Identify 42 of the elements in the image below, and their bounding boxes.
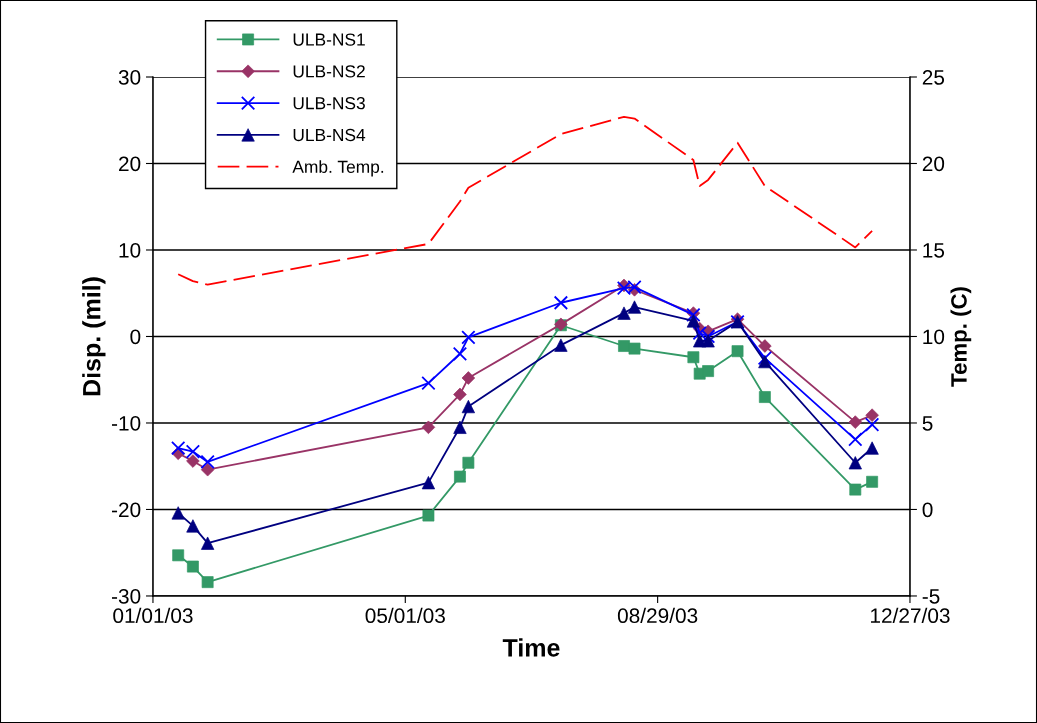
point bbox=[454, 470, 466, 483]
x-tick-label: 12/27/03 bbox=[871, 607, 950, 624]
point bbox=[864, 417, 880, 432]
y-tick-label: -10 bbox=[111, 415, 141, 431]
point bbox=[758, 391, 771, 403]
y2-tick-label: 20 bbox=[922, 156, 945, 172]
y2-tick-label: 5 bbox=[922, 416, 933, 431]
legend-label: ULB-NS3 bbox=[293, 97, 365, 110]
line-series bbox=[177, 115, 874, 286]
y-tick-label: 20 bbox=[119, 156, 141, 172]
y-axis-title: Disp. (mil) bbox=[82, 277, 106, 396]
point bbox=[757, 350, 773, 366]
y2-tick-label: 0 bbox=[922, 502, 933, 518]
x-axis-title: Time bbox=[502, 638, 560, 657]
y2-tick-label: 25 bbox=[922, 70, 945, 85]
point bbox=[421, 376, 436, 391]
point bbox=[461, 330, 476, 345]
y2-tick-label: 15 bbox=[923, 243, 945, 258]
y2-tick-label: 10 bbox=[923, 329, 945, 345]
x-tick-label: 08/29/03 bbox=[617, 607, 698, 624]
x-tick-label: 05/01/03 bbox=[365, 607, 445, 624]
x-tick-label: 01/01/03 bbox=[113, 607, 193, 624]
legend-label: ULB-NS2 bbox=[293, 65, 365, 78]
y-tick-label: -20 bbox=[111, 502, 141, 518]
legend-label: ULB-NS4 bbox=[293, 128, 366, 142]
y2-axis-title: Temp. (C) bbox=[950, 287, 972, 387]
point bbox=[553, 295, 569, 310]
y-tick-label: 0 bbox=[130, 329, 141, 345]
point bbox=[700, 329, 716, 344]
y-tick-label: 10 bbox=[119, 242, 141, 258]
y-tick-label: -30 bbox=[111, 588, 141, 604]
legend-label: ULB-NS1 bbox=[293, 33, 365, 46]
point bbox=[848, 432, 863, 447]
legend-label: Amb. Temp. bbox=[292, 160, 384, 177]
point bbox=[171, 440, 186, 456]
y2-tick-label: -5 bbox=[922, 589, 940, 604]
point bbox=[200, 454, 215, 470]
y-tick-label: 30 bbox=[118, 70, 141, 85]
point bbox=[692, 325, 707, 341]
point bbox=[421, 420, 436, 435]
point bbox=[452, 346, 468, 361]
point bbox=[185, 444, 201, 459]
